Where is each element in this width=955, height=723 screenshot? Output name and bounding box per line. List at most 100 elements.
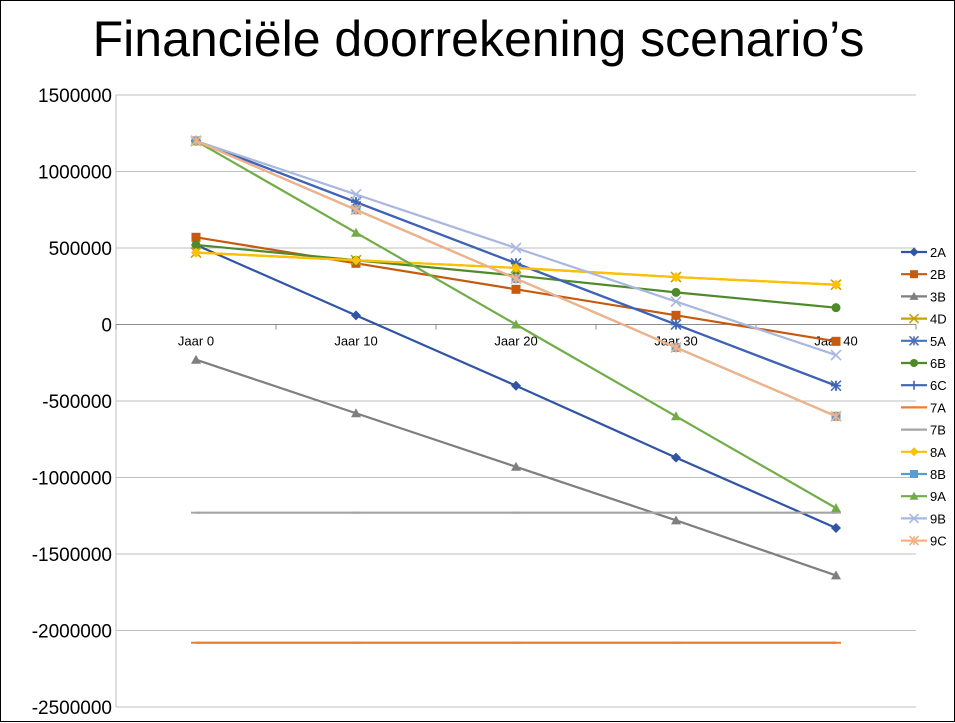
data-point <box>351 255 361 266</box>
data-point <box>511 461 521 471</box>
data-point <box>671 452 681 463</box>
legend-label: 2A <box>930 245 946 260</box>
legend-label: 5A <box>930 334 946 349</box>
legend-marker <box>910 359 918 367</box>
data-point <box>191 247 201 258</box>
series-8a <box>191 247 841 290</box>
y-tick-label: -500000 <box>42 392 112 413</box>
legend-label: 9B <box>930 511 946 526</box>
data-point <box>831 303 841 313</box>
chart-title: Financiële doorrekening scenario’s <box>92 11 865 67</box>
legend-item: 2A <box>901 245 946 260</box>
y-tick-label: -2000000 <box>32 622 112 643</box>
legend-label: 6C <box>930 378 947 393</box>
legend: 2A 2B 3B 4D 5A 6B 6C 7A 7B 8A 8B 9A 9B 9C <box>901 245 947 549</box>
y-tick-label: 0 <box>101 316 112 337</box>
legend-item: 8A <box>901 445 946 460</box>
data-point <box>350 188 362 201</box>
series-3b <box>191 354 841 580</box>
legend-item: 5A <box>901 334 946 349</box>
data-point <box>510 273 522 285</box>
data-point <box>671 310 681 320</box>
data-point <box>351 408 361 418</box>
legend-marker <box>909 447 919 457</box>
legend-marker <box>909 491 919 500</box>
data-point <box>830 349 842 361</box>
legend-item: 9A <box>901 489 946 504</box>
legend-item: 4D <box>901 312 947 327</box>
y-axis: 1500000 1000000 500000 0 -500000 -1000000 -150… <box>32 86 117 719</box>
legend-label: 2B <box>930 267 946 282</box>
x-tick-label: Jaar 10 <box>334 334 377 349</box>
legend-item: 7B <box>901 423 946 438</box>
data-point <box>511 319 521 329</box>
series-group <box>190 135 842 644</box>
data-point <box>671 515 681 525</box>
data-point <box>670 295 682 308</box>
data-point <box>671 411 681 421</box>
data-point <box>831 503 841 513</box>
legend-marker <box>909 380 919 390</box>
legend-marker <box>908 535 920 546</box>
x-tick-label: Jaar 30 <box>654 334 697 349</box>
data-point <box>671 287 681 297</box>
legend-marker <box>909 247 919 257</box>
legend-marker <box>908 335 920 346</box>
series-9c <box>190 135 842 422</box>
y-tick-label: 500000 <box>49 239 112 260</box>
legend-marker <box>910 270 918 279</box>
legend-label: 6B <box>930 356 946 371</box>
data-point <box>511 262 521 273</box>
legend-label: 7A <box>930 400 946 415</box>
legend-marker <box>909 291 919 300</box>
legend-item: 3B <box>901 289 946 304</box>
legend-item: 2B <box>901 267 946 282</box>
data-point <box>351 227 361 237</box>
data-point <box>190 135 202 147</box>
legend-item: 8B <box>901 467 946 482</box>
series-9b <box>190 135 842 361</box>
data-point <box>510 242 522 254</box>
y-tick-label: 1500000 <box>38 86 112 107</box>
legend-item: 6C <box>901 378 947 393</box>
data-point <box>511 380 521 391</box>
legend-marker <box>910 470 918 478</box>
data-point <box>830 410 842 422</box>
data-point <box>831 522 841 533</box>
legend-label: 9C <box>930 534 947 549</box>
x-tick-label: Jaar 0 <box>178 334 214 349</box>
legend-item: 6B <box>901 356 946 371</box>
data-point <box>671 272 681 283</box>
gridlines <box>116 94 916 708</box>
y-tick-label: -1500000 <box>32 545 112 566</box>
data-point <box>350 204 362 216</box>
data-point <box>191 354 201 364</box>
legend-label: 7B <box>930 423 946 438</box>
data-point <box>831 570 841 580</box>
series-2b <box>191 232 841 346</box>
legend-marker <box>908 513 920 524</box>
data-point <box>191 232 201 242</box>
y-tick-label: 1000000 <box>38 163 112 184</box>
legend-item: 9B <box>901 511 946 526</box>
legend-label: 9A <box>930 489 946 504</box>
legend-label: 8A <box>930 445 946 460</box>
data-point <box>511 284 521 294</box>
legend-item: 7A <box>901 400 946 415</box>
series-2a <box>191 239 841 533</box>
data-point <box>670 341 682 354</box>
y-tick-label: -1000000 <box>32 469 112 490</box>
data-point <box>831 336 841 346</box>
x-tick-label: Jaar 20 <box>494 334 537 349</box>
data-point <box>831 279 841 290</box>
y-tick-label: -2500000 <box>32 698 112 719</box>
data-point <box>191 240 201 250</box>
legend-item: 9C <box>901 534 947 549</box>
legend-label: 8B <box>930 467 946 482</box>
legend-marker <box>908 313 920 324</box>
data-point <box>831 380 841 391</box>
legend-label: 4D <box>930 312 947 327</box>
data-point <box>351 310 361 321</box>
